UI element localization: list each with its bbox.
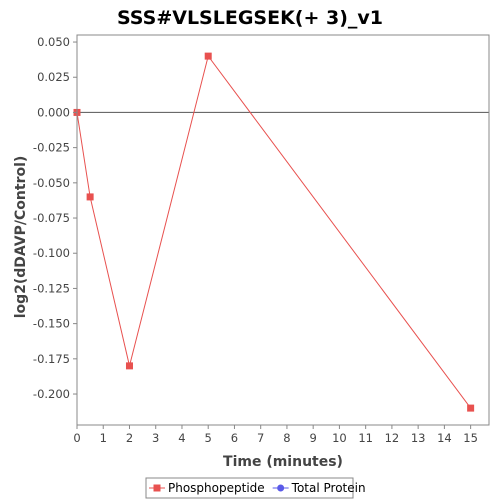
x-axis-label: Time (minutes): [223, 454, 343, 470]
x-tick-label: 3: [152, 431, 159, 445]
legend: Phosphopeptide Total Protein: [145, 477, 366, 499]
y-tick-label: -0.175: [33, 352, 70, 366]
y-tick-label: 0.050: [37, 35, 70, 49]
x-axis: 0 1 2 3 4 5 6 7 8 9 10 11 12 13 14 15: [73, 425, 478, 445]
y-tick-label: -0.025: [33, 141, 70, 155]
x-tick-label: 11: [358, 431, 373, 445]
x-tick-label: 9: [310, 431, 317, 445]
x-tick-label: 6: [231, 431, 238, 445]
data-point: [125, 362, 133, 370]
legend-marker: [277, 484, 285, 492]
y-tick-label: 0.000: [37, 105, 70, 119]
legend-box: [145, 477, 354, 499]
x-tick-label: 15: [463, 431, 478, 445]
y-axis: 0.050 0.025 0.000 -0.025 -0.050 -0.075 -0.100 -…: [33, 35, 77, 401]
data-point: [467, 404, 475, 412]
x-tick-label: 12: [385, 431, 400, 445]
y-tick-label: 0.025: [37, 70, 70, 84]
x-tick-label: 4: [178, 431, 185, 445]
x-tick-label: 2: [126, 431, 133, 445]
x-tick-label: 13: [411, 431, 426, 445]
y-tick-label: -0.125: [33, 281, 70, 295]
x-tick-label: 1: [100, 431, 107, 445]
data-point: [86, 193, 94, 201]
y-tick-label: -0.075: [33, 211, 70, 225]
y-axis-label: log2(dDAVP/Control): [13, 156, 29, 319]
y-tick-label: -0.150: [33, 317, 70, 331]
plot-area: [77, 35, 489, 425]
legend-marker: [153, 484, 161, 492]
y-tick-label: -0.200: [33, 387, 70, 401]
legend-label: Phosphopeptide: [168, 481, 265, 495]
x-tick-label: 14: [437, 431, 452, 445]
chart-title: SSS#VLSLEGSEK(+ 3)_v1: [117, 7, 383, 29]
x-tick-label: 10: [332, 431, 347, 445]
x-tick-label: 8: [283, 431, 290, 445]
x-tick-label: 0: [73, 431, 80, 445]
y-tick-label: -0.100: [33, 246, 70, 260]
data-point: [204, 52, 212, 60]
x-tick-label: 5: [205, 431, 212, 445]
legend-label: Total Protein: [291, 481, 366, 495]
y-tick-label: -0.050: [33, 176, 70, 190]
x-tick-label: 7: [257, 431, 264, 445]
plot-border: [76, 34, 490, 426]
